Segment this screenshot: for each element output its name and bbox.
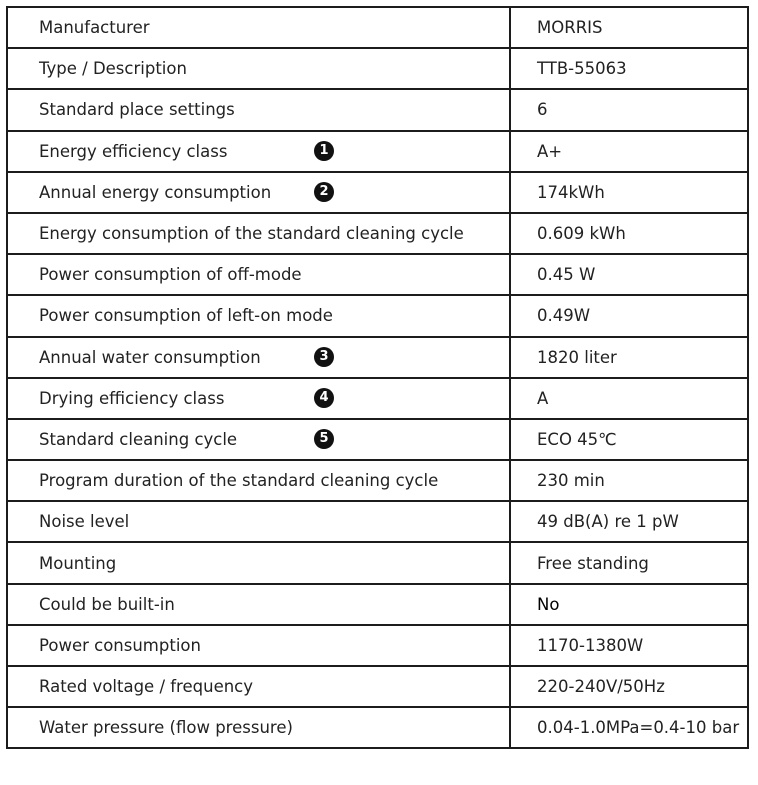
table-row: Noise level 49 dB(A) re 1 pW — [6, 500, 749, 544]
row-label-cell: Annual energy consumption 2 — [6, 170, 511, 214]
number-badge-icon: 3 — [314, 347, 334, 368]
row-label-cell: Could be built-in — [6, 582, 511, 626]
row-value: 0.49W — [509, 294, 749, 338]
row-label-cell: Rated voltage / frequency — [6, 664, 511, 709]
table-row: Standard place settings 6 — [6, 88, 749, 132]
row-label-cell: Type / Description — [6, 47, 511, 91]
row-value: No — [509, 582, 749, 626]
row-label-cell: Manufacturer — [6, 5, 511, 50]
row-label-cell: Drying efficiency class 4 — [6, 376, 511, 420]
row-label: Drying efficiency class — [39, 388, 225, 408]
table-row: Energy consumption of the standard clean… — [6, 211, 749, 256]
row-label: Water pressure (flow pressure) — [39, 718, 293, 738]
table-row: Annual water consumption 3 1820 liter — [6, 335, 749, 379]
row-value: A+ — [509, 129, 749, 173]
table-row: Standard cleaning cycle 5 ECO 45℃ — [6, 417, 749, 462]
row-value: 1820 liter — [509, 335, 749, 379]
row-label-cell: Annual water consumption 3 — [6, 335, 511, 379]
row-label: Annual energy consumption — [39, 182, 272, 202]
row-label: Rated voltage / frequency — [39, 677, 254, 697]
table-row: Water pressure (flow pressure) 0.04-1.0MP… — [6, 706, 749, 750]
row-label: Noise level — [39, 512, 130, 532]
table-row: Power consumption 1170-1380W — [6, 623, 749, 668]
row-label-cell: Energy efficiency class 1 — [6, 129, 511, 173]
row-label-cell: Water pressure (flow pressure) — [6, 706, 511, 750]
table-row: Annual energy consumption 2 174kWh — [6, 170, 749, 214]
row-value: 0.04-1.0MPa=0.4-10 bar — [509, 706, 749, 750]
row-value: 0.609 kWh — [509, 211, 749, 256]
table-row: Power consumption of left-on mode 0.49W — [6, 294, 749, 338]
row-value: 49 dB(A) re 1 pW — [509, 500, 749, 544]
row-label: Mounting — [39, 553, 117, 573]
specification-table: Manufacturer MORRIS Type / Description TTB-… — [6, 5, 749, 750]
table-row: Energy efficiency class 1 A+ — [6, 129, 749, 173]
row-value: 174kWh — [509, 170, 749, 214]
table-row: Drying efficiency class 4 A — [6, 376, 749, 420]
row-value: 1170-1380W — [509, 623, 749, 668]
number-badge-icon: 4 — [314, 388, 334, 409]
row-label: Energy consumption of the standard clean… — [39, 224, 464, 244]
table-row: Power consumption of off-mode 0.45 W — [6, 253, 749, 297]
row-value: 6 — [509, 88, 749, 132]
row-value: A — [509, 376, 749, 420]
number-badge-icon: 1 — [314, 141, 334, 162]
row-label: Standard cleaning cycle — [39, 429, 238, 449]
row-label: Annual water consumption — [39, 347, 261, 367]
row-label: Could be built-in — [39, 594, 175, 614]
row-label: Standard place settings — [39, 100, 235, 120]
table-row: Type / Description TTB-55063 — [6, 47, 749, 91]
row-value: ECO 45℃ — [509, 417, 749, 462]
table-row: Manufacturer MORRIS — [6, 5, 749, 50]
row-value: 220-240V/50Hz — [509, 664, 749, 709]
row-label-cell: Energy consumption of the standard clean… — [6, 211, 511, 256]
row-label-cell: Noise level — [6, 500, 511, 544]
table-row: Rated voltage / frequency 220-240V/50Hz — [6, 664, 749, 709]
row-label: Power consumption — [39, 635, 201, 655]
number-badge-icon: 2 — [314, 182, 334, 203]
row-value: 230 min — [509, 459, 749, 503]
row-label: Manufacturer — [39, 18, 150, 38]
row-value: MORRIS — [509, 5, 749, 50]
row-label: Program duration of the standard cleanin… — [39, 471, 439, 491]
row-value: TTB-55063 — [509, 47, 749, 91]
row-label: Power consumption of off-mode — [39, 265, 302, 285]
row-label-cell: Program duration of the standard cleanin… — [6, 459, 511, 503]
row-label-cell: Power consumption of left-on mode — [6, 294, 511, 338]
row-label-cell: Power consumption — [6, 623, 511, 668]
row-value: Free standing — [509, 541, 749, 585]
table-row: Mounting Free standing — [6, 541, 749, 585]
row-label: Energy efficiency class — [39, 141, 228, 161]
row-label-cell: Standard cleaning cycle 5 — [6, 417, 511, 462]
row-label-cell: Standard place settings — [6, 88, 511, 132]
row-value: 0.45 W — [509, 253, 749, 297]
row-label: Power consumption of left-on mode — [39, 306, 333, 326]
table-row: Could be built-in No — [6, 582, 749, 626]
row-label: Type / Description — [39, 59, 187, 79]
number-badge-icon: 5 — [314, 429, 334, 450]
row-label-cell: Power consumption of off-mode — [6, 253, 511, 297]
table-row: Program duration of the standard cleanin… — [6, 459, 749, 503]
row-label-cell: Mounting — [6, 541, 511, 585]
